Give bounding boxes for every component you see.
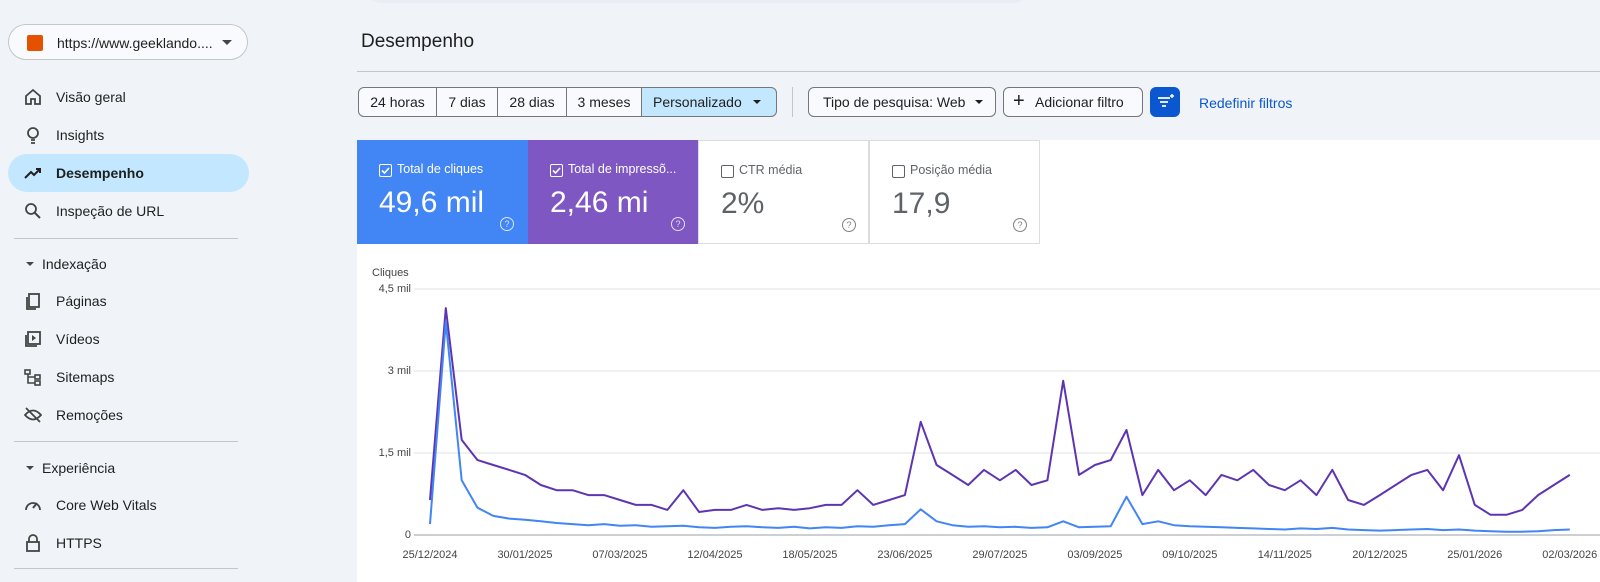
x-tick-label: 03/09/2025 bbox=[1067, 549, 1122, 561]
nav-label: Remoções bbox=[56, 407, 123, 423]
metric-value: 49,6 mil bbox=[379, 186, 485, 219]
nav-item[interactable]: Sitemaps bbox=[8, 358, 249, 396]
button-label: Adicionar filtro bbox=[1035, 94, 1124, 110]
y-tick-label: 1,5 mil bbox=[379, 447, 411, 459]
section-title[interactable]: Indexação bbox=[26, 256, 107, 272]
metric-card[interactable]: CTR média 2%? bbox=[698, 140, 869, 244]
nav-item[interactable]: Insights bbox=[8, 116, 249, 154]
y-tick-label: 0 bbox=[405, 529, 411, 541]
x-tick-label: 14/11/2025 bbox=[1258, 549, 1312, 561]
x-tick-label: 20/12/2025 bbox=[1352, 549, 1407, 561]
x-tick-label: 25/12/2024 bbox=[402, 549, 457, 561]
button-label: Tipo de pesquisa: Web bbox=[823, 94, 966, 110]
divider bbox=[14, 441, 238, 442]
property-selector[interactable]: https://www.geeklando.... bbox=[8, 24, 248, 60]
divider bbox=[357, 71, 1600, 72]
y-tick-label: 4,5 mil bbox=[379, 283, 411, 295]
nav-label: HTTPS bbox=[56, 535, 102, 551]
nav-item[interactable]: Core Web Vitals bbox=[8, 486, 249, 524]
x-tick-label: 23/06/2025 bbox=[877, 549, 932, 561]
section-title[interactable]: Experiência bbox=[26, 460, 115, 476]
page-title: Desempenho bbox=[361, 31, 475, 52]
y-axis-title: Cliques bbox=[372, 267, 409, 279]
nav-label: Páginas bbox=[56, 293, 107, 309]
chart: Cliques 0 1,5 mil 3 mil 4,5 mil 25/12/2024 30… bbox=[372, 267, 1600, 561]
x-tick-label: 30/01/2025 bbox=[497, 549, 552, 561]
nav-item[interactable]: Remoções bbox=[8, 396, 249, 434]
series-line bbox=[429, 320, 1570, 533]
separator bbox=[792, 87, 793, 117]
add-filter-button[interactable]: + Adicionar filtro bbox=[1003, 87, 1143, 117]
nav-item[interactable]: Páginas bbox=[8, 282, 249, 320]
nav-item[interactable]: Visão geral bbox=[8, 78, 249, 116]
divider bbox=[14, 238, 238, 239]
metric-card[interactable]: Total de impressõ... 2,46 mi? bbox=[528, 140, 699, 244]
metric-label: CTR média bbox=[739, 163, 803, 177]
checkbox[interactable] bbox=[721, 165, 734, 178]
date-button[interactable]: 3 meses bbox=[566, 87, 642, 117]
metric-value: 2% bbox=[721, 187, 765, 220]
nav-label: Core Web Vitals bbox=[56, 497, 157, 513]
x-tick-label: 29/07/2025 bbox=[972, 549, 1027, 561]
x-tick-label: 12/04/2025 bbox=[687, 549, 742, 561]
metric-card[interactable]: Posição média 17,9? bbox=[869, 140, 1040, 244]
x-tick-label: 02/03/2026 bbox=[1542, 549, 1597, 561]
nav-item[interactable]: Desempenho bbox=[8, 154, 249, 192]
series-line bbox=[429, 307, 1571, 516]
metric-label: Total de impressõ... bbox=[568, 162, 677, 176]
nav-label: Visão geral bbox=[56, 89, 126, 105]
reset-filters-link[interactable]: Redefinir filtros bbox=[1199, 95, 1293, 111]
nav-label: Desempenho bbox=[56, 165, 144, 181]
metric-card[interactable]: Total de cliques 49,6 mil? bbox=[357, 140, 528, 244]
nav-label: Insights bbox=[56, 127, 105, 143]
date-button[interactable]: Personalizado bbox=[641, 87, 777, 117]
x-tick-label: 09/10/2025 bbox=[1162, 549, 1217, 561]
date-button[interactable]: 28 dias bbox=[497, 87, 567, 117]
search-bar[interactable] bbox=[365, 0, 1030, 3]
nav-label: Vídeos bbox=[56, 331, 100, 347]
filter-icon-button[interactable] bbox=[1150, 87, 1180, 117]
date-button[interactable]: 24 horas bbox=[358, 87, 437, 117]
divider bbox=[14, 568, 238, 569]
metric-value: 17,9 bbox=[892, 187, 951, 220]
nav-item[interactable]: HTTPS bbox=[8, 524, 249, 562]
x-tick-label: 18/05/2025 bbox=[782, 549, 837, 561]
nav-item[interactable]: Inspeção de URL bbox=[8, 192, 249, 230]
search-type-button[interactable]: Tipo de pesquisa: Web bbox=[808, 87, 996, 117]
metric-label: Posição média bbox=[910, 163, 992, 177]
y-tick-label: 3 mil bbox=[388, 365, 411, 377]
x-tick-label: 25/01/2026 bbox=[1447, 549, 1502, 561]
checkbox[interactable] bbox=[379, 164, 392, 177]
date-label: Personalizado bbox=[653, 94, 742, 110]
nav-label: Sitemaps bbox=[56, 369, 115, 385]
property-url: https://www.geeklando.... bbox=[57, 35, 213, 51]
date-button[interactable]: 7 dias bbox=[436, 87, 498, 117]
checkbox[interactable] bbox=[550, 164, 563, 177]
metric-label: Total de cliques bbox=[397, 162, 484, 176]
x-tick-label: 07/03/2025 bbox=[592, 549, 647, 561]
metric-value: 2,46 mi bbox=[550, 186, 649, 219]
nav-label: Inspeção de URL bbox=[56, 203, 165, 219]
nav-item[interactable]: Vídeos bbox=[8, 320, 249, 358]
checkbox[interactable] bbox=[892, 165, 905, 178]
